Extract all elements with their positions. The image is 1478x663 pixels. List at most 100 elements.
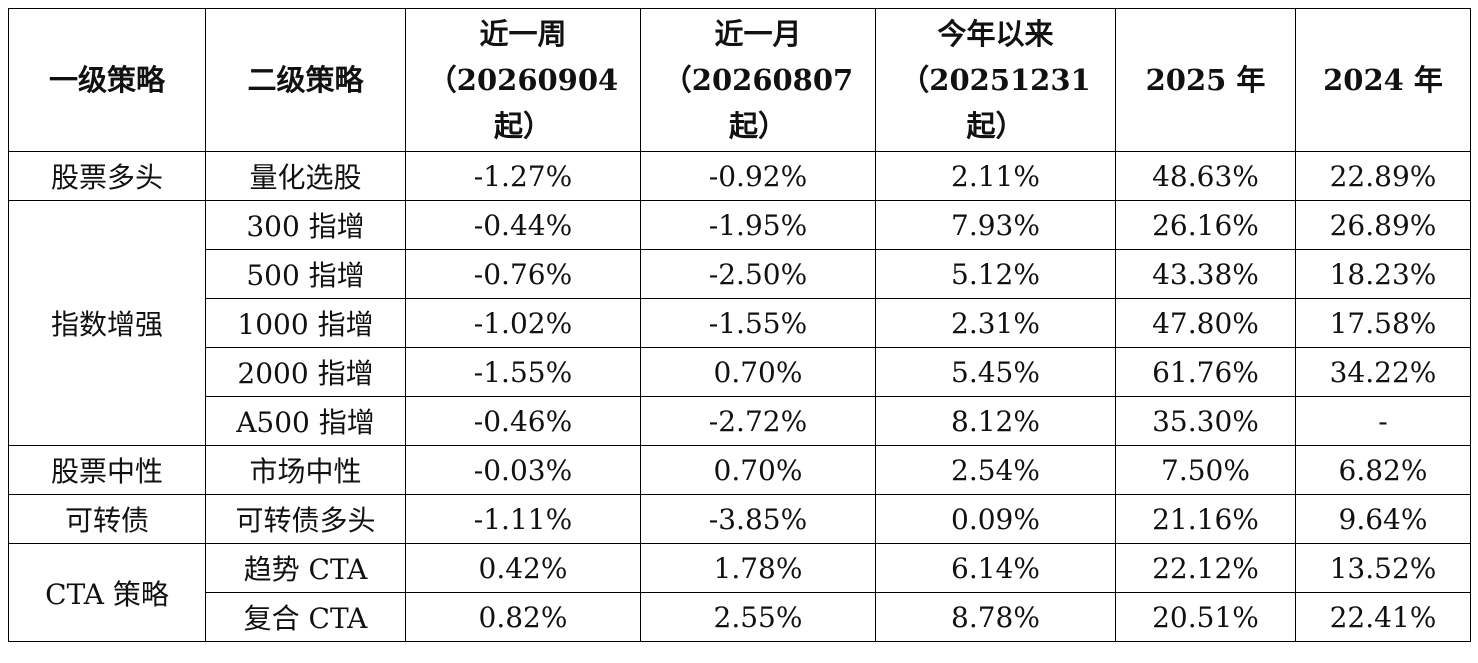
value-cell: -1.95% — [640, 200, 876, 250]
group-cell: 可转债 — [8, 494, 206, 544]
value-cell: 0.70% — [640, 445, 876, 495]
value-cell: 0.70% — [640, 347, 876, 397]
value-cell: 8.12% — [875, 396, 1116, 446]
value-cell: -2.72% — [640, 396, 876, 446]
value-cell: 20.51% — [1115, 592, 1296, 642]
value-cell: 2.54% — [875, 445, 1116, 495]
header-cell: 一级策略 — [8, 8, 206, 152]
value-cell: 2.55% — [640, 592, 876, 642]
value-cell: - — [1295, 396, 1471, 446]
header-cell: 近一周 （20260904 起） — [405, 8, 641, 152]
strategy-cell: 市场中性 — [205, 445, 406, 495]
value-cell: 1.78% — [640, 543, 876, 593]
header-line: 2024 年 — [1323, 63, 1443, 97]
table-row: 1000 指增 -1.02% -1.55% 2.31% 47.80% 17.58% — [9, 298, 1471, 348]
strategy-cell: 1000 指增 — [205, 298, 406, 348]
group-cell: 指数增强 — [8, 200, 206, 446]
group-cell: 股票中性 — [8, 445, 206, 495]
value-cell: 8.78% — [875, 592, 1116, 642]
header-line: （20251231 — [900, 63, 1091, 97]
strategy-cell: 300 指增 — [205, 200, 406, 250]
table-row: A500 指增 -0.46% -2.72% 8.12% 35.30% - — [9, 396, 1471, 446]
value-cell: 22.89% — [1295, 151, 1471, 201]
table-row: CTA 策略 趋势 CTA 0.42% 1.78% 6.14% 22.12% 13.52% — [8, 543, 1471, 642]
table-row: 2000 指增 -1.55% 0.70% 5.45% 61.76% 34.22% — [9, 347, 1471, 397]
value-cell: 0.42% — [405, 543, 641, 593]
value-cell: -1.02% — [405, 298, 641, 348]
table-header: 一级策略 二级策略 近一周 （20260904 起） 近一月 （20260807 起） 今年以来… — [8, 8, 1471, 152]
group-cell: 股票多头 — [8, 151, 206, 201]
strategy-cell: A500 指增 — [205, 396, 406, 446]
header-line: 二级策略 — [247, 63, 364, 97]
strategy-cell: 复合 CTA — [205, 592, 406, 642]
strategy-cell: 可转债多头 — [205, 494, 406, 544]
value-cell: 21.16% — [1115, 494, 1296, 544]
value-cell: -0.46% — [405, 396, 641, 446]
value-cell: -0.92% — [640, 151, 876, 201]
header-cell: 二级策略 — [205, 8, 406, 152]
strategy-cell: 趋势 CTA — [205, 543, 406, 593]
header-line: 今年以来 — [937, 17, 1054, 51]
value-cell: 48.63% — [1115, 151, 1296, 201]
value-cell: -1.55% — [405, 347, 641, 397]
header-line: 起） — [493, 109, 552, 143]
value-cell: -1.55% — [640, 298, 876, 348]
value-cell: 5.12% — [875, 249, 1116, 299]
table-row: 可转债 可转债多头 -1.11% -3.85% 0.09% 21.16% 9.64% — [8, 494, 1471, 544]
group-cell: CTA 策略 — [8, 543, 206, 642]
value-cell: 18.23% — [1295, 249, 1471, 299]
value-cell: 26.16% — [1115, 200, 1296, 250]
header-cell: 2025 年 — [1115, 8, 1296, 152]
header-line: （20260807 — [662, 63, 854, 97]
value-cell: 9.64% — [1295, 494, 1471, 544]
value-cell: 22.41% — [1295, 592, 1471, 642]
value-cell: 6.14% — [875, 543, 1116, 593]
header-line: 近一月 — [714, 17, 802, 51]
table-row: 500 指增 -0.76% -2.50% 5.12% 43.38% 18.23% — [9, 249, 1471, 299]
value-cell: 35.30% — [1115, 396, 1296, 446]
table-body: 股票多头 量化选股 -1.27% -0.92% 2.11% 48.63% 22.89% 指数增… — [8, 151, 1471, 642]
strategy-cell: 500 指增 — [205, 249, 406, 299]
header-cell: 今年以来 （20251231 起） — [875, 8, 1116, 152]
table-row: 股票多头 量化选股 -1.27% -0.92% 2.11% 48.63% 22.89% — [8, 151, 1471, 201]
header-cell: 近一月 （20260807 起） — [640, 8, 876, 152]
header-line: 起） — [728, 109, 787, 143]
value-cell: 0.09% — [875, 494, 1116, 544]
value-cell: 5.45% — [875, 347, 1116, 397]
value-cell: 2.31% — [875, 298, 1116, 348]
value-cell: -0.03% — [405, 445, 641, 495]
table-row: 股票中性 市场中性 -0.03% 0.70% 2.54% 7.50% 6.82% — [8, 445, 1471, 495]
value-cell: -2.50% — [640, 249, 876, 299]
value-cell: 7.50% — [1115, 445, 1296, 495]
strategy-cell: 2000 指增 — [205, 347, 406, 397]
table-row: 指数增强 300 指增 -0.44% -1.95% 7.93% 26.16% 26.89% — [8, 200, 1471, 446]
strategy-cell: 量化选股 — [205, 151, 406, 201]
value-cell: -3.85% — [640, 494, 876, 544]
value-cell: 47.80% — [1115, 298, 1296, 348]
value-cell: -1.27% — [405, 151, 641, 201]
header-line: （20260904 — [427, 63, 619, 97]
value-cell: 7.93% — [875, 200, 1116, 250]
value-cell: 0.82% — [405, 592, 641, 642]
table-row: 复合 CTA 0.82% 2.55% 8.78% 20.51% 22.41% — [9, 592, 1471, 642]
value-cell: 26.89% — [1295, 200, 1471, 250]
header-line: 2025 年 — [1145, 63, 1266, 97]
value-cell: 22.12% — [1115, 543, 1296, 593]
header-row: 一级策略 二级策略 近一周 （20260904 起） 近一月 （20260807 起） 今年以来… — [8, 8, 1471, 152]
value-cell: 6.82% — [1295, 445, 1471, 495]
value-cell: -1.11% — [405, 494, 641, 544]
value-cell: 13.52% — [1295, 543, 1471, 593]
header-line: 一级策略 — [48, 63, 165, 97]
header-line: 起） — [966, 109, 1025, 143]
value-cell: 2.11% — [875, 151, 1116, 201]
value-cell: -0.76% — [405, 249, 641, 299]
value-cell: 43.38% — [1115, 249, 1296, 299]
value-cell: 61.76% — [1115, 347, 1296, 397]
value-cell: -0.44% — [405, 200, 641, 250]
strategy-table: 一级策略 二级策略 近一周 （20260904 起） 近一月 （20260807 起） 今年以来… — [8, 8, 1471, 642]
value-cell: 17.58% — [1295, 298, 1471, 348]
header-cell: 2024 年 — [1295, 8, 1471, 152]
header-line: 近一周 — [479, 17, 567, 51]
value-cell: 34.22% — [1295, 347, 1471, 397]
